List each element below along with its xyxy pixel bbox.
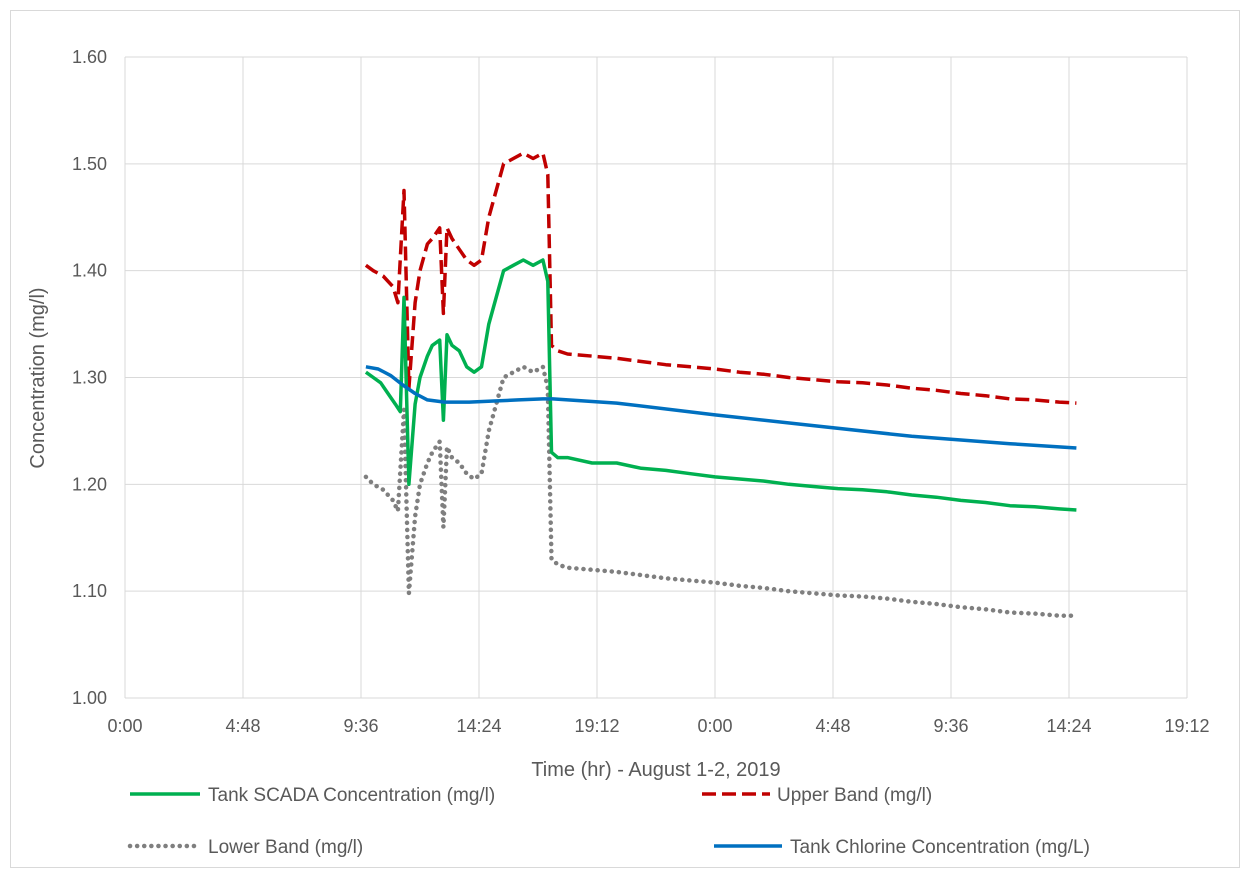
x-tick-label: 19:12 <box>1164 716 1209 736</box>
legend-label-1: Upper Band (mg/l) <box>777 785 932 806</box>
series-line-3 <box>365 365 1077 450</box>
y-tick-label: 1.00 <box>72 688 107 708</box>
x-tick-label: 0:00 <box>697 716 732 736</box>
legend-label-0: Tank SCADA Concentration (mg/l) <box>208 785 495 806</box>
x-tick-label: 4:48 <box>815 716 850 736</box>
chart-frame <box>10 10 1240 868</box>
x-axis-label: Time (hr) - August 1-2, 2019 <box>531 759 780 781</box>
series-line-1 <box>364 151 1077 405</box>
plot-lines <box>363 151 1079 618</box>
x-tick-label: 14:24 <box>1046 716 1091 736</box>
y-tick-label: 1.20 <box>72 474 107 494</box>
x-tick-label: 4:48 <box>225 716 260 736</box>
x-tick-label: 14:24 <box>456 716 501 736</box>
legend-label-2: Lower Band (mg/l) <box>208 837 363 858</box>
x-tick-label: 19:12 <box>574 716 619 736</box>
legend: Tank SCADA Concentration (mg/l) Upper Ban… <box>127 785 1090 858</box>
x-tick-labels: 0:00 4:48 9:36 14:24 19:12 0:00 4:48 9:36 14:24 1… <box>107 716 1209 736</box>
series-line-2 <box>363 364 1079 618</box>
y-tick-label: 1.40 <box>72 261 107 281</box>
y-tick-label: 1.10 <box>72 581 107 601</box>
y-axis-label: Concentration (mg/l) <box>27 287 49 468</box>
x-tick-label: 9:36 <box>933 716 968 736</box>
legend-label-3: Tank Chlorine Concentration (mg/L) <box>790 837 1090 858</box>
y-tick-label: 1.60 <box>72 47 107 67</box>
x-tick-label: 9:36 <box>343 716 378 736</box>
x-tick-label: 0:00 <box>107 716 142 736</box>
y-tick-label: 1.50 <box>72 154 107 174</box>
series-line-0 <box>364 258 1077 512</box>
y-tick-label: 1.30 <box>72 368 107 388</box>
gridlines <box>124 56 1188 699</box>
y-tick-labels: 1.00 1.10 1.20 1.30 1.40 1.50 1.60 <box>72 47 107 708</box>
